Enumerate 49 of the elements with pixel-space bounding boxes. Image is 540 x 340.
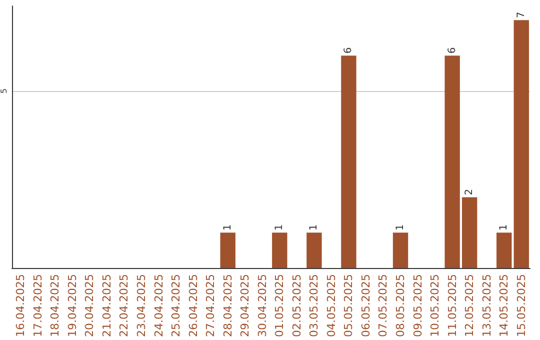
x-tick-label: 12.05.2025 — [463, 274, 476, 338]
bar — [220, 232, 236, 268]
x-tick-label: 24.04.2025 — [152, 274, 166, 338]
x-tick-label: 19.04.2025 — [66, 274, 79, 338]
x-tick-label: 08.05.2025 — [394, 274, 407, 338]
bar — [496, 232, 512, 268]
x-tick-label: 26.04.2025 — [186, 274, 200, 338]
x-tick-label: 04.05.2025 — [324, 274, 338, 338]
x-tick-label: 05.05.2025 — [342, 274, 356, 338]
x-tick-label: 20.04.2025 — [83, 274, 96, 338]
x-tick-label: 27.04.2025 — [204, 274, 218, 338]
bar — [462, 197, 478, 268]
data-label: 2 — [464, 188, 476, 196]
data-label: 1 — [274, 224, 286, 231]
x-tick-label: 10.05.2025 — [428, 274, 442, 338]
y-tick-label: 5 — [0, 88, 8, 94]
x-tick-label: 28.04.2025 — [221, 274, 234, 338]
x-tick-label: 15.05.2025 — [514, 274, 528, 338]
data-label: 1 — [498, 224, 510, 231]
x-tick-label: 29.04.2025 — [238, 274, 252, 338]
bar — [272, 232, 288, 268]
bar — [392, 232, 408, 268]
data-label: 1 — [308, 224, 320, 231]
data-label: 6 — [446, 47, 458, 54]
bar — [444, 56, 460, 268]
x-tick-label: 17.04.2025 — [31, 274, 44, 338]
x-tick-label: 01.05.2025 — [273, 274, 286, 338]
x-tick-label: 30.04.2025 — [256, 274, 269, 338]
data-label: 1 — [222, 224, 234, 231]
bar — [341, 56, 356, 268]
x-tick-label: 16.04.2025 — [14, 274, 28, 338]
x-tick-label: 06.05.2025 — [359, 274, 372, 338]
x-tick-label: 11.05.2025 — [446, 274, 459, 338]
x-tick-label: 25.04.2025 — [170, 274, 183, 338]
x-tick-label: 18.04.2025 — [48, 274, 62, 338]
data-label: 7 — [516, 12, 527, 18]
data-label: 1 — [395, 224, 406, 231]
x-tick-label: 13.05.2025 — [480, 274, 494, 338]
x-tick-label: 23.04.2025 — [135, 274, 148, 338]
x-tick-label: 22.04.2025 — [118, 274, 131, 338]
x-tick-label: 09.05.2025 — [411, 274, 424, 338]
bar — [306, 232, 322, 268]
x-tick-label: 02.05.2025 — [290, 274, 304, 338]
x-tick-label: 21.04.2025 — [100, 274, 114, 338]
x-tick-label: 07.05.2025 — [376, 274, 390, 338]
x-tick-label: 03.05.2025 — [308, 274, 321, 338]
bar — [514, 20, 529, 268]
data-label: 6 — [343, 47, 354, 54]
x-tick-label: 14.05.2025 — [498, 274, 511, 338]
